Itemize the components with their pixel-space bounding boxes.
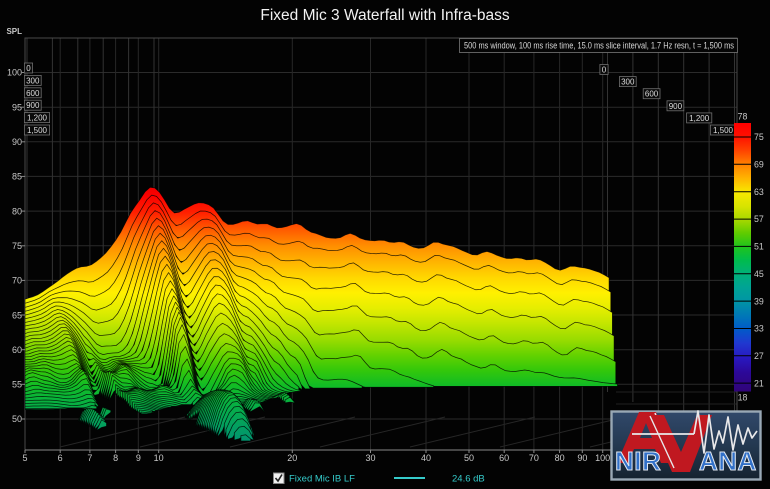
svg-text:SPL: SPL <box>6 27 22 36</box>
svg-text:85: 85 <box>12 172 22 182</box>
svg-text:80: 80 <box>555 453 565 463</box>
svg-text:50: 50 <box>464 453 474 463</box>
svg-text:70: 70 <box>529 453 539 463</box>
svg-text:300: 300 <box>621 78 635 87</box>
svg-text:600: 600 <box>26 89 40 98</box>
svg-text:55: 55 <box>12 380 22 390</box>
svg-text:57: 57 <box>754 214 764 224</box>
svg-text:20: 20 <box>287 453 297 463</box>
svg-text:900: 900 <box>669 102 683 111</box>
svg-text:90: 90 <box>12 137 22 147</box>
svg-text:70: 70 <box>12 276 22 286</box>
svg-text:50: 50 <box>12 414 22 424</box>
svg-text:63: 63 <box>754 187 764 197</box>
svg-text:60: 60 <box>12 345 22 355</box>
svg-text:600: 600 <box>645 90 659 99</box>
svg-text:100: 100 <box>595 453 610 463</box>
svg-text:24.6 dB: 24.6 dB <box>452 474 485 485</box>
svg-text:ANA: ANA <box>699 446 757 476</box>
svg-text:100: 100 <box>7 68 22 78</box>
svg-text:NIR: NIR <box>615 446 661 476</box>
svg-text:95: 95 <box>12 102 22 112</box>
svg-text:0: 0 <box>602 66 607 75</box>
svg-text:7: 7 <box>87 453 92 463</box>
svg-text:500 ms window, 100 ms rise tim: 500 ms window, 100 ms rise time, 15.0 ms… <box>464 41 734 51</box>
svg-text:300: 300 <box>26 76 40 85</box>
svg-text:1,200: 1,200 <box>27 114 48 123</box>
svg-text:33: 33 <box>754 324 764 334</box>
svg-text:27: 27 <box>754 351 764 361</box>
svg-text:45: 45 <box>754 269 764 279</box>
svg-text:78: 78 <box>738 112 748 122</box>
svg-text:1,500: 1,500 <box>713 126 734 135</box>
svg-text:51: 51 <box>754 242 764 252</box>
svg-text:30: 30 <box>365 453 375 463</box>
svg-text:90: 90 <box>577 453 587 463</box>
svg-text:39: 39 <box>754 296 764 306</box>
svg-text:9: 9 <box>136 453 141 463</box>
svg-text:8: 8 <box>113 453 118 463</box>
svg-text:1,500: 1,500 <box>27 126 48 135</box>
svg-text:21: 21 <box>754 378 764 388</box>
svg-text:69: 69 <box>754 160 764 170</box>
svg-text:Fixed Mic 3 Waterfall with Inf: Fixed Mic 3 Waterfall with Infra-bass <box>260 7 509 24</box>
svg-text:18: 18 <box>738 393 748 403</box>
svg-text:80: 80 <box>12 206 22 216</box>
svg-text:5: 5 <box>22 453 27 463</box>
svg-text:75: 75 <box>754 132 764 142</box>
svg-text:40: 40 <box>421 453 431 463</box>
svg-text:0: 0 <box>26 64 31 73</box>
svg-text:60: 60 <box>499 453 509 463</box>
svg-text:65: 65 <box>12 310 22 320</box>
svg-text:Fixed Mic IB LF: Fixed Mic IB LF <box>289 474 355 485</box>
svg-text:10: 10 <box>154 453 164 463</box>
svg-text:6: 6 <box>58 453 63 463</box>
svg-text:1,200: 1,200 <box>689 114 710 123</box>
svg-text:75: 75 <box>12 241 22 251</box>
svg-text:900: 900 <box>26 101 40 110</box>
